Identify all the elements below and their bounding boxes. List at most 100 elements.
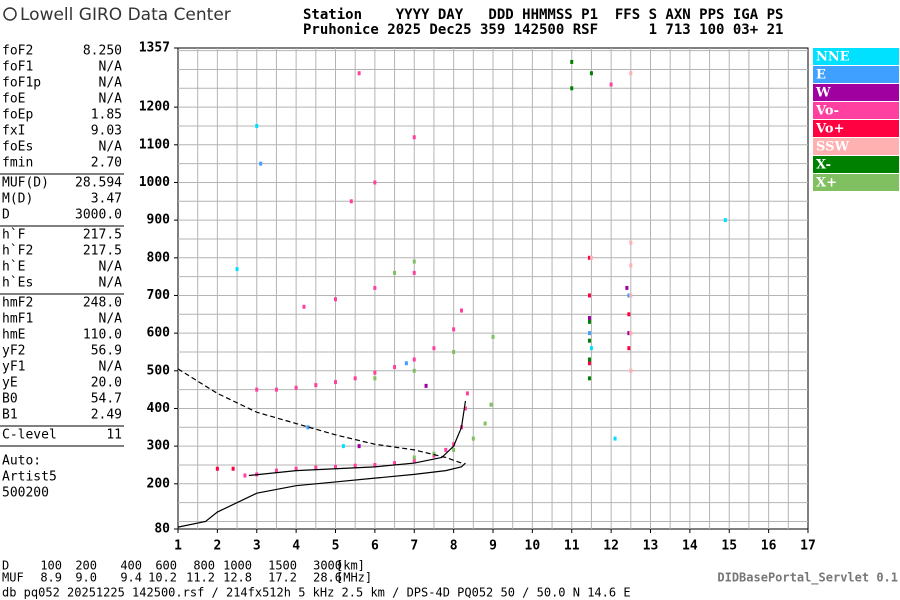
echo-point [460,308,463,313]
echo-point [570,59,574,64]
param-value: 248.0 [83,296,122,311]
echo-point [255,387,259,392]
param-name: h`F [2,228,26,243]
echo-point [589,346,593,351]
y-tick-label: 800 [147,250,171,265]
echo-point [471,436,475,441]
param-name: yF2 [2,344,25,359]
echo-point [629,263,633,268]
y-tick-label: 900 [147,213,171,228]
distance-value: 200 [75,559,97,573]
param-name: foF2 [2,44,33,59]
echo-point [587,316,591,321]
echo-point [404,361,408,366]
echo-point [452,327,456,332]
param-name: hmF1 [2,312,33,327]
echo-point [294,385,298,390]
echo-point [629,240,633,245]
x-tick-label: 1 [174,539,182,554]
param-name: h`E [2,260,25,275]
y-tick-label: 80 [154,522,170,537]
echo-point [412,455,416,460]
distance-value: 1500 [268,559,297,573]
y-tick-label: 1200 [139,100,170,115]
param-name: hmE [2,328,25,343]
echo-point [589,255,593,260]
param-value: 28.594 [75,176,122,191]
legend-label: Vo- [815,104,839,119]
y-tick-label: 300 [147,439,171,454]
echo-point [491,334,495,339]
param-value: 20.0 [91,376,122,391]
echo-point [393,270,397,275]
x-tick-label: 9 [489,539,497,554]
footer-distance-label: D [2,559,9,573]
echo-point [465,391,469,396]
echo-point [452,447,456,452]
echo-point [452,349,456,354]
legend-swatch [813,138,899,155]
legend-label: X- [816,158,831,173]
logo-text: Lowell GIRO Data Center [20,5,231,25]
echo-point [463,406,467,411]
y-tick-label: 600 [147,326,171,341]
y-tick-label: 1000 [139,175,170,190]
param-name: foE [2,92,25,107]
profile-line [177,368,462,464]
echo-point [587,361,591,366]
echo-point [306,425,310,430]
x-tick-label: 7 [410,539,418,554]
echo-point [259,161,263,166]
x-tick-label: 2 [213,539,221,554]
distance-value: 600 [155,559,177,573]
echo-point [444,447,448,452]
param-value: 2.49 [91,408,122,423]
muf-value: 9.4 [120,571,142,585]
footer-muf-label: MUF [2,571,24,585]
echo-point [627,312,631,317]
y-tick-label: 1357 [139,41,170,56]
distance-value: 1000 [223,559,252,573]
echo-point [412,458,416,463]
x-tick-label: 13 [643,539,659,554]
param-name: B0 [2,392,18,407]
header-line: Pruhonice 2025 Dec25 359 142500 RSF 1 71… [303,22,783,38]
x-tick-label: 11 [564,539,580,554]
param-value: 56.9 [91,344,122,359]
y-tick-label: 700 [147,288,171,303]
muf-value: 12.8 [223,571,252,585]
x-tick-label: 10 [525,539,541,554]
echo-point [353,376,357,381]
logo-icon [3,7,17,21]
param-value: N/A [99,60,123,75]
param-value: 8.250 [83,44,122,59]
logo: Lowell GIRO Data Center [3,5,231,25]
param-value: 217.5 [83,244,122,259]
echo-point [432,346,436,351]
echo-point [587,338,591,343]
echo-point [314,383,318,388]
param-value: 54.7 [91,392,122,407]
param-name: M(D) [2,192,33,207]
legend-label: SSW [816,140,849,155]
distance-value: 800 [193,559,215,573]
echo-point [231,466,235,471]
x-tick-label: 15 [721,539,737,554]
echo-point [625,285,629,290]
legend-swatch [813,174,899,191]
autoscale-text: Auto: [2,454,41,469]
echo-point [349,199,353,204]
echo-point [373,180,377,185]
param-name: foEp [2,108,33,123]
echo-point [412,368,416,373]
muf-value: 8.9 [40,571,62,585]
param-value: N/A [99,76,123,91]
echo-point [341,444,345,449]
servlet-version: DIDBasePortal_Servlet 0.1 [717,571,898,586]
param-value: N/A [99,276,123,291]
echo-point [587,319,591,324]
param-value: N/A [99,140,123,155]
x-tick-label: 12 [603,539,619,554]
echo-point [489,402,493,407]
